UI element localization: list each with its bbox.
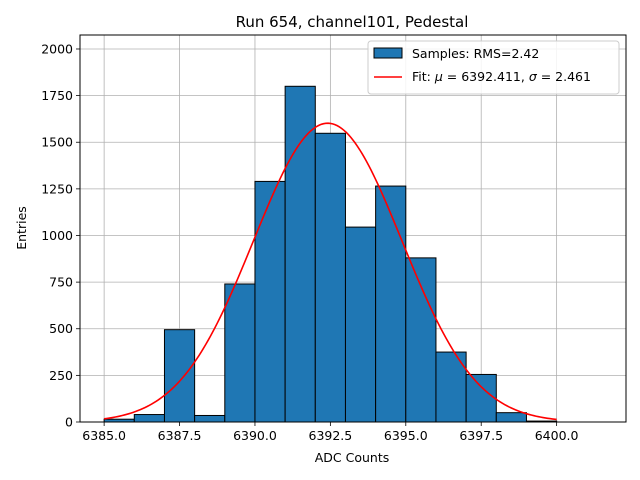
legend-box (367, 40, 620, 95)
y-tick-label: 250 (49, 368, 73, 383)
histogram-bar (495, 412, 527, 423)
histogram-bar (254, 180, 286, 423)
chart-title: Run 654, channel101, Pedestal (236, 13, 469, 31)
histogram-bar (163, 329, 196, 423)
histogram-bars (103, 85, 558, 423)
legend: Samples: RMS=2.42 Fit: μ = 6392.411, σ =… (367, 40, 620, 95)
legend-swatch-histogram (373, 47, 403, 59)
legend-label-fit: Fit: μ = 6392.411, σ = 2.461 (412, 69, 591, 84)
y-tick-label: 1500 (41, 135, 73, 150)
x-axis-label: ADC Counts (315, 450, 390, 465)
histogram-bar (284, 85, 316, 423)
y-tick-label: 1000 (41, 228, 73, 243)
y-tick-label: 1750 (41, 88, 73, 103)
y-tick-label: 750 (49, 275, 73, 290)
x-axis: 6385.0 6387.5 6390.0 6392.5 6395.0 6397.5 6400… (82, 422, 579, 443)
y-tick-label: 1250 (41, 181, 73, 196)
x-tick-label: 6395.0 (384, 428, 428, 443)
legend-label-histogram: Samples: RMS=2.42 (412, 46, 539, 61)
y-tick-label: 0 (65, 415, 73, 430)
x-tick-label: 6397.5 (459, 428, 503, 443)
histogram-bar (405, 257, 437, 423)
x-tick-label: 6392.5 (309, 428, 353, 443)
histogram-bar (224, 283, 256, 423)
y-tick-label: 500 (49, 321, 73, 336)
y-axis-label: Entries (14, 206, 29, 250)
histogram-bar (344, 226, 377, 423)
y-tick-label: 2000 (41, 41, 73, 56)
gaussian-fit-curve (104, 122, 557, 421)
histogram-bar (314, 132, 346, 423)
x-tick-label: 6387.5 (158, 428, 202, 443)
x-tick-label: 6390.0 (233, 428, 277, 443)
x-tick-label: 6400.0 (535, 428, 579, 443)
y-axis: 0 250 500 750 1000 1250 1500 1750 2000 (41, 41, 80, 430)
histogram-bar (133, 414, 165, 423)
histogram-bar (465, 373, 497, 423)
histogram-bar (194, 414, 226, 423)
plot-frame (79, 34, 627, 423)
x-tick-label: 6385.0 (82, 428, 126, 443)
histogram-bar (375, 185, 407, 423)
